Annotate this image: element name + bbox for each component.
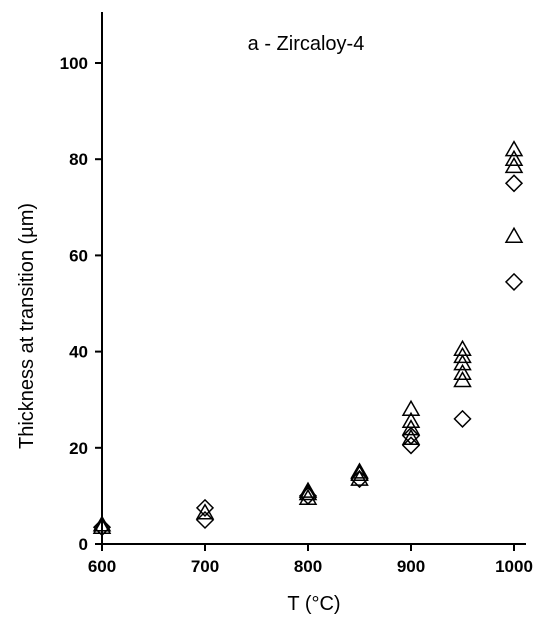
y-tick-label: 60 <box>69 246 88 265</box>
x-tick-label: 1000 <box>495 557 533 576</box>
y-tick-label: 20 <box>69 439 88 458</box>
triangle-marker <box>504 149 524 166</box>
diamond-marker <box>401 436 421 455</box>
x-axis-title: T (°C) <box>287 593 340 615</box>
y-tick-label: 100 <box>60 54 88 73</box>
x-tick-label: 600 <box>88 557 116 576</box>
x-tick-label: 700 <box>191 557 219 576</box>
triangle-marker <box>92 517 112 534</box>
triangle-marker <box>298 481 318 498</box>
y-tick-label: 0 <box>79 535 88 554</box>
diamond-marker <box>350 470 369 489</box>
x-tick-label: 800 <box>294 557 322 576</box>
diamond-marker <box>195 510 215 530</box>
diamond-marker <box>504 272 524 291</box>
diamond-marker <box>92 518 112 537</box>
diamond-marker <box>401 426 421 445</box>
y-axis-title: Thickness at transition (µm) <box>16 203 38 449</box>
triangle-marker <box>504 140 524 157</box>
triangle-marker <box>401 399 421 417</box>
data-points <box>92 140 524 537</box>
diamond-marker <box>453 409 472 428</box>
x-axis-ticks: 600 700 800 900 1000 <box>88 544 533 576</box>
y-tick-label: 40 <box>69 343 88 362</box>
x-tick-label: 900 <box>397 557 425 576</box>
y-axis-ticks: 0 20 40 60 80 100 <box>60 54 102 554</box>
plot-frame <box>101 12 526 545</box>
triangle-marker <box>504 226 524 243</box>
diamond-marker <box>195 498 215 517</box>
triangle-marker <box>453 363 472 380</box>
diamond-marker <box>298 486 318 505</box>
diamond-marker <box>504 174 524 193</box>
triangle-marker <box>350 464 369 482</box>
y-tick-label: 80 <box>69 150 88 169</box>
chart-title: a - Zircaloy-4 <box>248 33 365 55</box>
triangle-marker <box>350 462 369 479</box>
triangle-marker <box>453 339 472 356</box>
